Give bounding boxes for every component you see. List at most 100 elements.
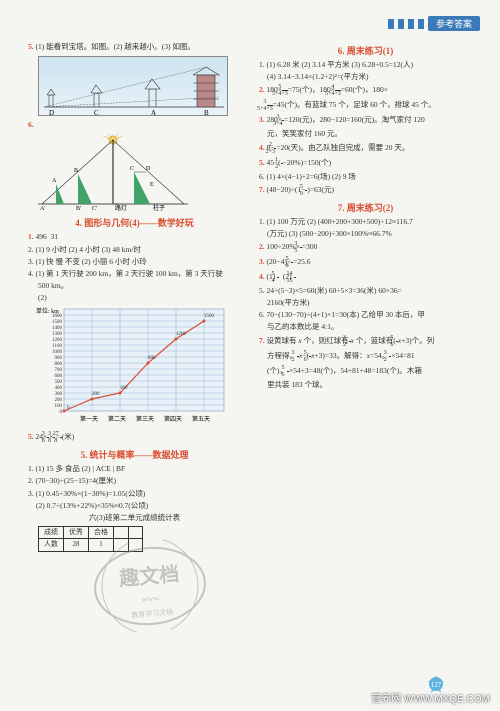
svg-text:第一天: 第一天 — [80, 415, 98, 423]
svg-text:600: 600 — [55, 374, 63, 379]
s6-7: 7. (48−20)÷(1−59)=63(元) — [259, 184, 472, 197]
s6-2b: 35+4+3=45(个)。有篮球 75 个，足球 60 个，排球 45 个。 — [259, 99, 472, 112]
svg-text:700: 700 — [55, 368, 63, 373]
s7-3: 3. (20−4)÷58=25.6 — [259, 256, 472, 269]
s4-1-txt: 496 31 — [36, 232, 59, 241]
s5-3b: (2) 0.7÷(13%+22%)×35%≈0.7(公顷) — [28, 501, 241, 511]
svg-text:D: D — [146, 166, 151, 172]
th: 合格 — [89, 526, 114, 538]
s5-2: 2. (70−30)÷(25−15)=4(厘米) — [28, 476, 241, 486]
s6-5: 5. 45÷(12−20%)=150(个) — [259, 157, 472, 170]
svg-text:B: B — [204, 109, 209, 117]
s6-2a: 2. 180×55+4+3=75(个)，180×45+4+3=60(个)，180… — [259, 84, 472, 97]
svg-text:B': B' — [76, 206, 81, 212]
s4-1: 1. 496 31 — [28, 232, 241, 242]
s7-1a: 1. (1) 100 万元 (2) (400+200+300+500)÷12≈1… — [259, 217, 472, 227]
s6-3a: 3. 280×33+4=120(元)，280−120=160(元)。淘气家付 1… — [259, 114, 472, 127]
svg-text:1200: 1200 — [176, 332, 187, 337]
svg-text:1000: 1000 — [52, 350, 63, 355]
content-area: 5. (1) 能看到宝塔。如图。(2) 越来越小。(3) 如图。 — [28, 40, 472, 661]
svg-text:1500: 1500 — [52, 320, 63, 325]
th — [128, 526, 143, 538]
s5-table-title: 六(3)班第二单元成绩统计表 — [28, 513, 241, 523]
s7-7b: 方程得。32x−(56x+3)=33。解得：x=54。32×54=81 — [259, 350, 472, 363]
table-row: 人数 28 1 — [39, 539, 143, 551]
q5-text: (1) 能看到宝塔。如图。(2) 越来越小。(3) 如图。 — [36, 42, 195, 51]
td: 28 — [64, 539, 89, 551]
svg-text:200: 200 — [55, 398, 63, 403]
svg-text:800: 800 — [55, 362, 63, 367]
s7-7d: 里共装 183 个球。 — [259, 380, 472, 390]
s4-4c: (2) — [28, 293, 241, 303]
s7-1b: (万元) (3) (500−200)÷300×100%≈66.7% — [259, 229, 472, 239]
bar-seg — [398, 19, 404, 29]
s6-3b: 元，笑笑家付 160 元。 — [259, 129, 472, 139]
q5: 5. (1) 能看到宝塔。如图。(2) 越来越小。(3) 如图。 — [28, 42, 241, 52]
svg-text:0: 0 — [60, 410, 63, 415]
s7-5a: 5. 24÷(5−3)×5=60(米) 60÷5×3=36(米) 60×36= — [259, 286, 472, 296]
s6-4: 4. 8÷22+3=20(天)。由乙队独自完成，需要 20 天。 — [259, 142, 472, 155]
diagram-svg: D C A B — [39, 57, 229, 117]
header-label: 参考答案 — [428, 16, 480, 31]
score-table: 成绩 优秀 合格 人数 28 1 — [38, 526, 143, 552]
s7-4: 4. (1) 54 (2) 1415 — [259, 271, 472, 284]
table-row: 成绩 优秀 合格 — [39, 526, 143, 538]
s4-2: 2. (1) 9 小时 (2) 4 小时 (3) 48 km/时 — [28, 245, 241, 255]
section-4-title: 4. 图形与几何(4)——数学好玩 — [28, 217, 241, 229]
svg-text:E: E — [150, 182, 154, 188]
svg-text:1400: 1400 — [52, 326, 63, 331]
td: 人数 — [39, 539, 64, 551]
section-7-title: 7. 周末练习(2) — [259, 202, 472, 214]
svg-text:500: 500 — [55, 380, 63, 385]
svg-text:800: 800 — [148, 356, 156, 361]
svg-text:200: 200 — [92, 392, 100, 397]
left-column: 5. (1) 能看到宝塔。如图。(2) 越来越小。(3) 如图。 — [28, 40, 245, 661]
s7-7c: (个)，56×54+3=48(个)，54+81+48=183(个)。木箱 — [259, 365, 472, 378]
svg-text:单位: km: 单位: km — [36, 307, 59, 315]
line-chart: 0100200 300400500 600700800 90010001100 … — [32, 307, 232, 427]
svg-text:900: 900 — [55, 356, 63, 361]
svg-text:第四天: 第四天 — [164, 415, 182, 423]
svg-text:B: B — [74, 168, 78, 174]
svg-text:1500: 1500 — [204, 314, 215, 319]
s5-1: 1. (1) 15 多 食品 (2) | ACE | BF — [28, 464, 241, 474]
s6-6: 6. (1) 4×(4−1)÷2=6(场) (2) 9 场 — [259, 172, 472, 182]
th — [114, 526, 129, 538]
svg-text:柱子: 柱子 — [153, 204, 165, 212]
site-watermark: 营养网 WWW.MXQE.COM — [371, 690, 490, 705]
svg-text:路灯: 路灯 — [115, 204, 127, 212]
svg-text:400: 400 — [55, 386, 63, 391]
section-6-title: 6. 周末练习(1) — [259, 45, 472, 57]
th: 优秀 — [64, 526, 89, 538]
svg-text:第五天: 第五天 — [192, 415, 210, 423]
s7-6a: 6. 70−(130−70)÷(4+1)×1=30(本) 乙给甲 30 本后，甲 — [259, 310, 472, 320]
svg-text:300: 300 — [55, 392, 63, 397]
right-column: 6. 周末练习(1) 1. (1) 6.28 米 (2) 3.14 平方米 (3… — [255, 40, 472, 661]
svg-text:300: 300 — [120, 386, 128, 391]
header-bar: 参考答案 — [388, 16, 480, 31]
svg-text:100: 100 — [55, 404, 63, 409]
svg-text:127: 127 — [431, 681, 442, 689]
s7-7a: 7. 设黄球有 x 个，则红球有32x 个，篮球有(56x+3)个。列 — [259, 335, 472, 348]
s4-5: 5. 24×38×38=278(米) — [28, 431, 241, 444]
svg-text:1100: 1100 — [52, 344, 62, 349]
svg-text:C: C — [94, 109, 99, 117]
q6-label: 6. — [28, 120, 241, 130]
s6-1: 1. (1) 6.28 米 (2) 3.14 平方米 (3) 6.28÷0.5=… — [259, 60, 472, 70]
th: 成绩 — [39, 526, 64, 538]
svg-text:A: A — [52, 178, 57, 184]
svg-text:C: C — [130, 166, 134, 172]
triangle-svg: 路灯 D E A A' B B' C' C 柱子 — [38, 134, 188, 212]
s7-5b: 2160(平方米) — [259, 298, 472, 308]
svg-text:第三天: 第三天 — [136, 415, 154, 423]
svg-text:D: D — [49, 109, 54, 117]
td — [128, 539, 143, 551]
chart-svg: 0100200 300400500 600700800 90010001100 … — [32, 307, 232, 427]
bar-seg — [388, 19, 394, 29]
s7-2: 2. 100÷20%×35=300 — [259, 241, 472, 254]
svg-text:1200: 1200 — [52, 338, 63, 343]
svg-text:A: A — [151, 109, 156, 117]
triangle-diagram: 路灯 D E A A' B B' C' C 柱子 — [38, 134, 188, 212]
perspective-diagram: D C A B — [38, 56, 228, 116]
s7-6b: 与乙的本数比是 4:1。 — [259, 322, 472, 332]
